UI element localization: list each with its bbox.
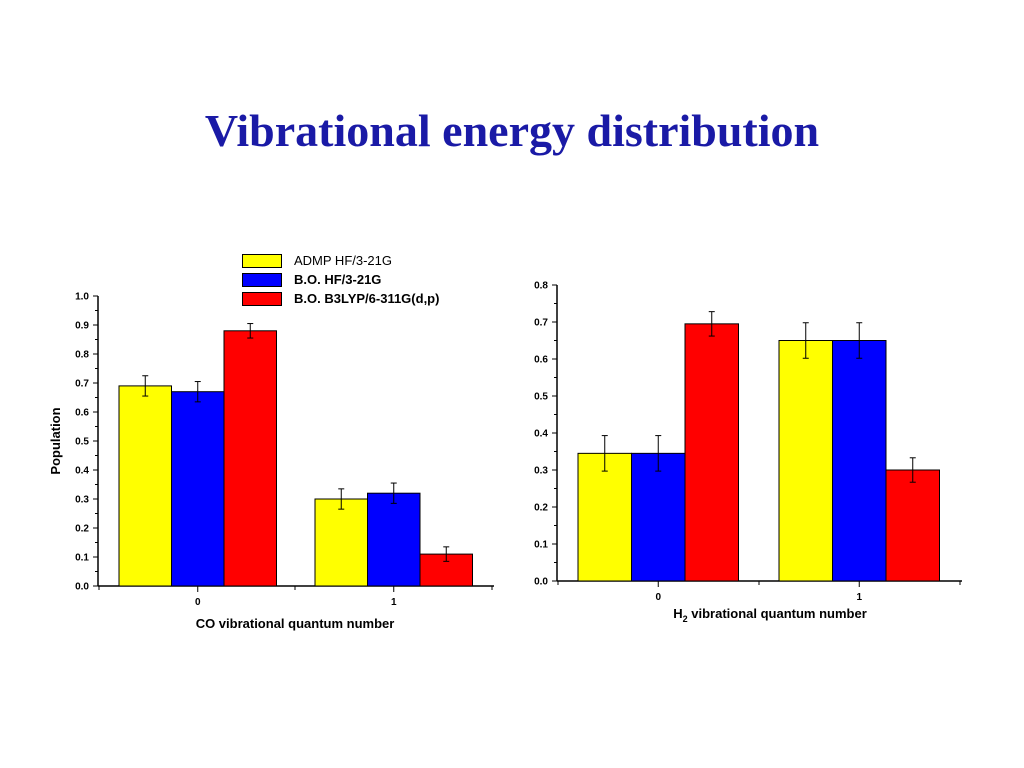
h2-y-tick-label: 0.0 <box>534 577 548 588</box>
co-y-tick-label: 0.3 <box>75 495 89 506</box>
h2-bar <box>885 469 940 582</box>
co-y-tick-label: 0.8 <box>75 350 89 361</box>
co-bar <box>367 492 421 587</box>
co-y-tick-label: 1.0 <box>75 292 89 303</box>
h2-bar <box>577 452 632 582</box>
co-x-axis-label: CO vibrational quantum number <box>196 616 395 631</box>
legend-label-bo-hf: B.O. HF/3-21G <box>294 272 382 287</box>
h2-bar <box>832 340 887 582</box>
legend-label-bo-b3lyp: B.O. B3LYP/6-311G(d,p) <box>294 291 440 306</box>
co-bar <box>171 391 225 587</box>
co-y-tick-label: 0.7 <box>75 379 89 390</box>
h2-y-tick-label: 0.8 <box>534 281 548 292</box>
co-x-tick-label: 1 <box>391 597 397 608</box>
co-y-tick-label: 0.4 <box>75 466 89 477</box>
h2-x-axis-label: H2 vibrational quantum number <box>673 606 867 624</box>
h2-bar <box>631 452 686 582</box>
h2-x-tick-label: 0 <box>655 592 661 603</box>
co-y-tick-label: 0.2 <box>75 524 89 535</box>
h2-y-tick-label: 0.5 <box>534 392 548 403</box>
h2-y-tick-label: 0.2 <box>534 503 548 514</box>
co-y-tick-label: 0.9 <box>75 321 89 332</box>
h2-y-tick-label: 0.6 <box>534 355 548 366</box>
co-bar <box>118 385 172 587</box>
h2-y-tick-label: 0.4 <box>534 429 548 440</box>
co-x-tick-label: 0 <box>195 597 201 608</box>
legend-swatch-bo-b3lyp <box>242 292 282 306</box>
co-y-tick-label: 0.5 <box>75 437 89 448</box>
legend-swatch-bo-hf <box>242 273 282 287</box>
co-y-tick-label: 0.0 <box>75 582 89 593</box>
slide-title: Vibrational energy distribution <box>204 105 820 156</box>
legend-swatch-admp <box>242 254 282 268</box>
co-y-tick-label: 0.6 <box>75 408 89 419</box>
h2-y-tick-label: 0.7 <box>534 318 548 329</box>
h2-y-tick-label: 0.3 <box>534 466 548 477</box>
h2-bar <box>778 340 833 582</box>
h2-y-tick-label: 0.1 <box>534 540 548 551</box>
legend-label-admp: ADMP HF/3-21G <box>294 253 393 268</box>
co-bar <box>223 330 277 587</box>
h2-bar <box>684 323 739 582</box>
co-y-axis-label: Population <box>48 407 63 474</box>
h2-x-tick-label: 1 <box>856 592 862 603</box>
co-y-tick-label: 0.1 <box>75 553 89 564</box>
co-bar <box>314 498 368 587</box>
